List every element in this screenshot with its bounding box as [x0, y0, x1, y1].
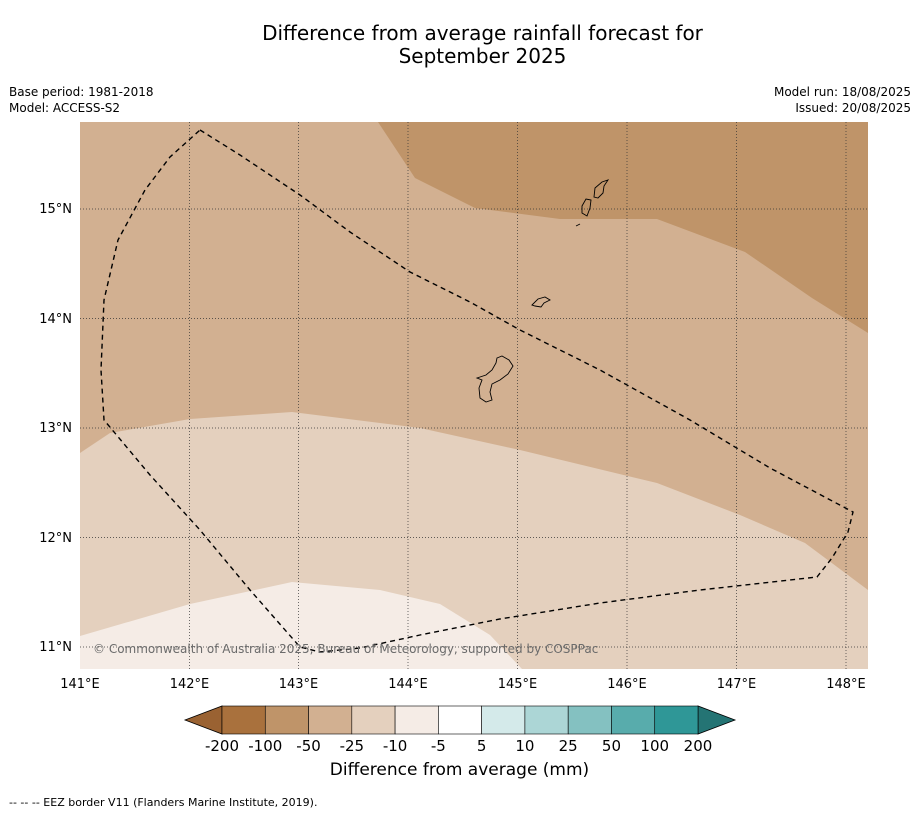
- colorbar-segment: [221, 705, 266, 735]
- lat-label: 14°N: [39, 312, 72, 327]
- eez-footnote: -- -- -- EEZ border V11 (Flanders Marine…: [9, 796, 318, 809]
- colorbar-tick-label: 200: [684, 737, 713, 755]
- model-name: Model: ACCESS-S2: [9, 101, 121, 115]
- colorbar-tick-label: 25: [559, 737, 578, 755]
- zone-minus-10: [80, 582, 522, 669]
- lon-label: 147°E: [717, 677, 757, 692]
- map-title: Difference from average rainfall forecas…: [0, 22, 919, 68]
- lat-label: 11°N: [39, 640, 72, 655]
- colorbar-segment: [524, 705, 569, 735]
- colorbar-segment: [481, 705, 526, 735]
- meta-left: Base period: 1981-2018 Model: ACCESS-S2: [9, 84, 154, 116]
- colorbar-tick-label: 10: [515, 737, 534, 755]
- gridlines: [80, 122, 868, 669]
- colorbar-tick-label: 5: [477, 737, 487, 755]
- colorbar-tick-label: -10: [383, 737, 408, 755]
- lon-label: 148°E: [826, 677, 866, 692]
- title-line-2: September 2025: [398, 44, 567, 68]
- island-guam: [475, 355, 514, 403]
- colorbar-tick-label: -100: [248, 737, 282, 755]
- copyright-text: © Commonwealth of Australia 2025, Bureau…: [93, 642, 598, 656]
- colorbar-segment: [394, 705, 439, 735]
- colorbar-tick-label: 100: [640, 737, 669, 755]
- lon-label: 146°E: [607, 677, 647, 692]
- base-period: Base period: 1981-2018: [9, 85, 154, 99]
- lon-label: 145°E: [498, 677, 538, 692]
- colorbar-tick-label: -50: [296, 737, 321, 755]
- lon-label: 141°E: [60, 677, 100, 692]
- lat-label: 13°N: [39, 421, 72, 436]
- colorbar-segment: [264, 705, 309, 735]
- colorbar-segment: [611, 705, 656, 735]
- colorbar: -200 -100 -50 -25 -10 -5 5 10 25 50 100 200: [183, 705, 737, 755]
- lat-label: 12°N: [39, 531, 72, 546]
- eez-border: [100, 129, 854, 653]
- lat-labels: 15°N 14°N 13°N 12°N 11°N: [39, 202, 72, 655]
- colorbar-low-extend: [183, 705, 223, 735]
- island-rota: [531, 296, 551, 308]
- island-saipan: [593, 179, 610, 199]
- colorbar-label: Difference from average (mm): [329, 760, 590, 780]
- lon-labels: 141°E 142°E 143°E 144°E 145°E 146°E 147°…: [60, 677, 866, 692]
- issued-date: Issued: 20/08/2025: [795, 101, 911, 115]
- zone-minus-100: [378, 122, 868, 333]
- colorbar-tick-label: -25: [340, 737, 365, 755]
- colorbar-segment: [308, 705, 353, 735]
- island-tinian: [581, 198, 592, 217]
- colorbar-tick-label: 50: [602, 737, 621, 755]
- lat-label: 15°N: [39, 202, 72, 217]
- island-aguijan: [575, 223, 581, 227]
- colorbar-tick-label: -5: [431, 737, 446, 755]
- colorbar-segment: [438, 705, 482, 735]
- colorbar-segment: [654, 705, 699, 735]
- colorbar-segment: [351, 705, 396, 735]
- lon-label: 144°E: [388, 677, 428, 692]
- map-area: [80, 122, 868, 669]
- lon-label: 143°E: [279, 677, 319, 692]
- meta-right: Model run: 18/08/2025 Issued: 20/08/2025: [774, 84, 911, 116]
- lon-label: 142°E: [170, 677, 210, 692]
- model-run: Model run: 18/08/2025: [773, 85, 911, 99]
- colorbar-segment: [567, 705, 612, 735]
- islands: [475, 179, 610, 403]
- colorbar-tick-label: -200: [205, 737, 239, 755]
- colorbar-high-extend: [697, 705, 737, 735]
- title-line-1: Difference from average rainfall forecas…: [262, 21, 703, 45]
